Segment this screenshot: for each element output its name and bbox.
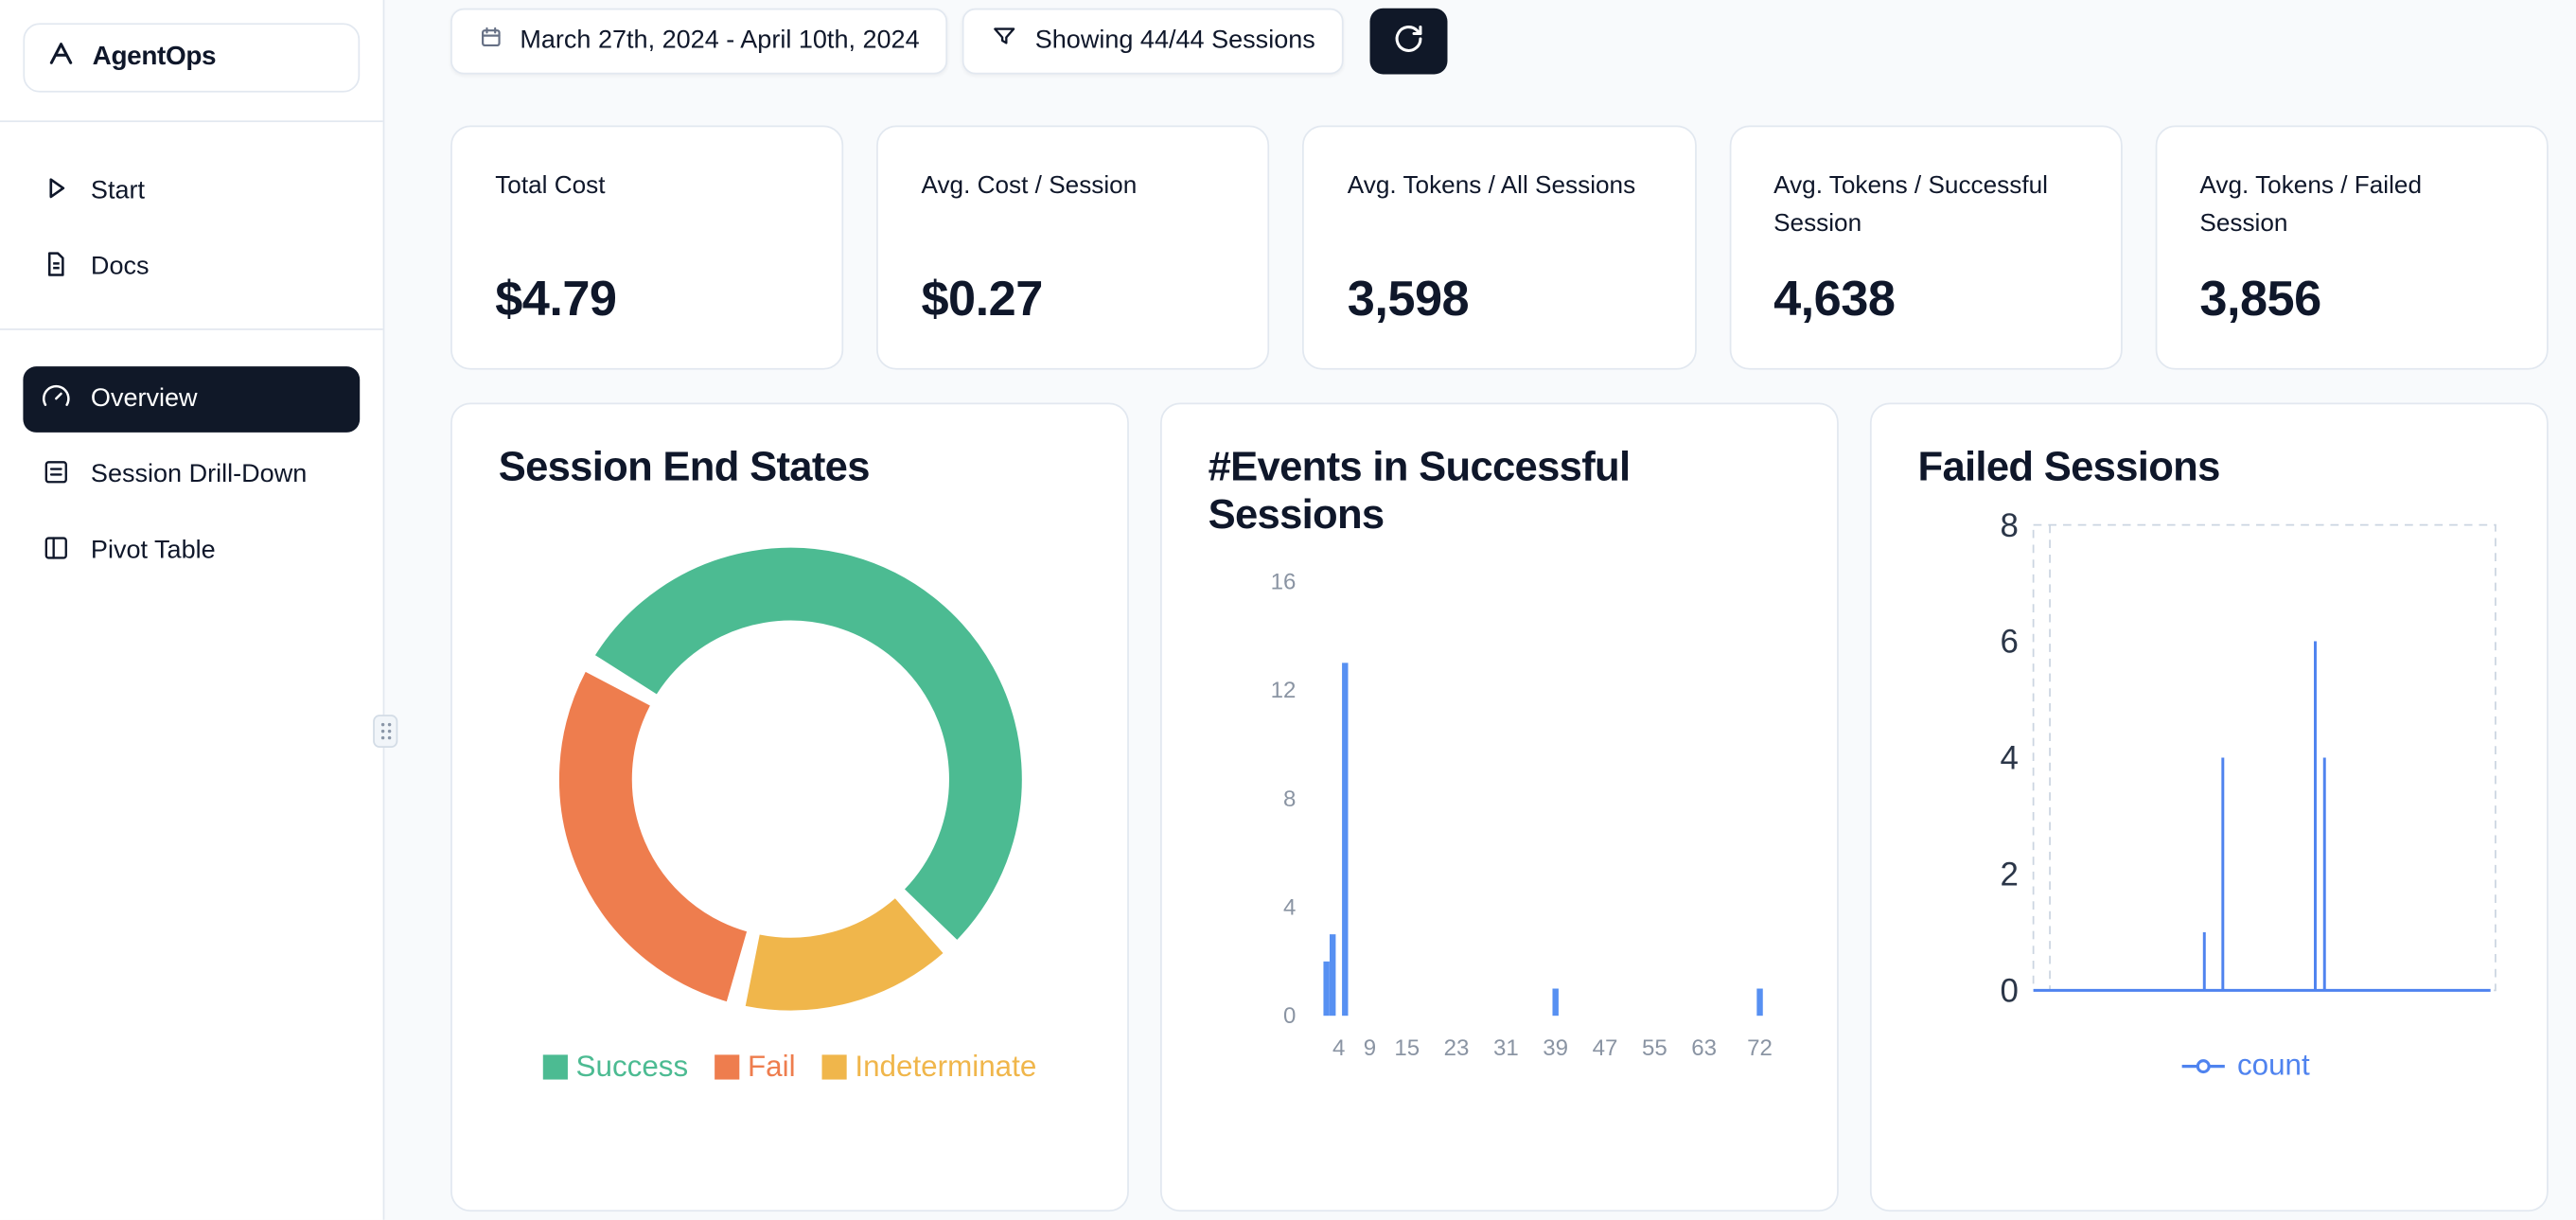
sidebar: AgentOps Start Docs Overview — [0, 0, 385, 1220]
stat-card-total-cost: Total Cost $4.79 — [450, 125, 844, 370]
stat-card-avg-cost-session: Avg. Cost / Session $0.27 — [876, 125, 1270, 370]
svg-text:12: 12 — [1271, 678, 1297, 703]
donut-legend-item[interactable]: Success — [542, 1049, 689, 1084]
sidebar-item-label: Pivot Table — [90, 536, 216, 565]
svg-text:47: 47 — [1593, 1035, 1618, 1061]
stat-label: Avg. Tokens / Failed Session — [2199, 171, 2423, 238]
agentops-logo-icon — [44, 37, 78, 79]
chart-title: #Events in Successful Sessions — [1208, 444, 1631, 538]
donut-legend-item[interactable]: Indeterminate — [821, 1049, 1036, 1084]
stat-label: Avg. Cost / Session — [921, 171, 1138, 201]
line-legend-label: count — [2236, 1047, 2310, 1081]
stat-card-avg-tokens-all: Avg. Tokens / All Sessions 3,598 — [1302, 125, 1697, 370]
session-end-states-card: Session End States Success Fail Indetermin… — [450, 402, 1129, 1212]
svg-text:2: 2 — [2001, 856, 2019, 893]
svg-text:8: 8 — [1283, 787, 1296, 812]
donut-chart — [499, 531, 1082, 1026]
svg-text:72: 72 — [1747, 1035, 1773, 1061]
chart-title: Session End States — [498, 444, 871, 490]
main-content: March 27th, 2024 - April 10th, 2024 Show… — [384, 0, 2576, 1220]
date-range-label: March 27th, 2024 - April 10th, 2024 — [520, 26, 920, 55]
sidebar-divider — [0, 328, 383, 330]
svg-text:4: 4 — [1332, 1035, 1345, 1061]
session-filter-label: Showing 44/44 Sessions — [1034, 26, 1315, 55]
donut-legend: Success Fail Indeterminate — [499, 1049, 1082, 1084]
sidebar-nav: Start Docs Overview Session Drill-Down — [0, 158, 383, 585]
sidebar-item-label: Start — [90, 176, 146, 205]
play-icon — [42, 172, 71, 210]
stat-card-avg-tokens-successful: Avg. Tokens / Successful Session 4,638 — [1729, 125, 2123, 370]
topbar: March 27th, 2024 - April 10th, 2024 Show… — [450, 8, 2549, 75]
stat-value: 3,856 — [2199, 272, 2321, 327]
sidebar-item-label: Docs — [90, 252, 150, 281]
brand-card[interactable]: AgentOps — [23, 23, 361, 93]
svg-text:55: 55 — [1642, 1035, 1667, 1061]
refresh-icon — [1393, 23, 1424, 59]
sidebar-item-pivot-table[interactable]: Pivot Table — [23, 519, 360, 585]
stat-value: $0.27 — [921, 272, 1043, 327]
legend-swatch — [715, 1053, 740, 1079]
svg-text:15: 15 — [1394, 1035, 1420, 1061]
legend-label: Fail — [747, 1049, 796, 1083]
stat-label: Avg. Tokens / All Sessions — [1347, 171, 1636, 201]
donut-legend-item[interactable]: Fail — [715, 1049, 796, 1084]
stat-value: 3,598 — [1347, 272, 1470, 327]
stat-value: $4.79 — [495, 272, 617, 327]
document-icon — [42, 248, 71, 286]
chart-title: Failed Sessions — [1917, 444, 2221, 490]
count-series-marker-icon — [2182, 1048, 2226, 1083]
svg-text:0: 0 — [1283, 1003, 1296, 1029]
line-chart-svg: 0 2 4 6 8 — [2001, 506, 2497, 1009]
brand-name: AgentOps — [92, 43, 217, 71]
calendar-icon — [479, 25, 503, 58]
svg-text:16: 16 — [1271, 569, 1297, 594]
failed-sessions-card: Failed Sessions 0 2 4 6 8 count — [1869, 402, 2549, 1212]
session-filter-button[interactable]: Showing 44/44 Sessions — [962, 8, 1344, 75]
svg-text:4: 4 — [1283, 894, 1296, 920]
stats-row: Total Cost $4.79 Avg. Cost / Session $0.… — [450, 125, 2549, 370]
legend-swatch — [821, 1053, 847, 1079]
refresh-button[interactable] — [1369, 8, 1448, 75]
sidebar-item-session-drill-down[interactable]: Session Drill-Down — [23, 442, 360, 508]
sidebar-divider — [0, 120, 383, 123]
svg-text:39: 39 — [1543, 1035, 1568, 1061]
donut-svg — [558, 546, 1021, 1010]
legend-swatch — [542, 1053, 568, 1079]
charts-row: Session End States Success Fail Indetermin… — [450, 402, 2549, 1212]
svg-text:0: 0 — [2001, 972, 2019, 1009]
line-chart: 0 2 4 6 8 count — [1974, 504, 2519, 1082]
svg-text:6: 6 — [2001, 623, 2019, 660]
sidebar-item-overview[interactable]: Overview — [23, 366, 361, 433]
stat-value: 4,638 — [1773, 272, 1896, 327]
gauge-icon — [42, 380, 71, 418]
sidebar-item-label: Session Drill-Down — [90, 460, 308, 489]
sidebar-item-label: Overview — [90, 384, 198, 413]
date-range-button[interactable]: March 27th, 2024 - April 10th, 2024 — [450, 8, 948, 75]
events-histogram-card: #Events in Successful Sessions 0 4 8 12 16 4 9… — [1160, 402, 1839, 1212]
panel-list-icon — [42, 456, 71, 494]
svg-text:9: 9 — [1364, 1035, 1376, 1061]
stat-label: Avg. Tokens / Successful Session — [1773, 171, 2048, 238]
table-columns-icon — [42, 532, 71, 570]
sidebar-resize-handle[interactable] — [373, 715, 398, 749]
svg-text:63: 63 — [1691, 1035, 1717, 1061]
svg-text:23: 23 — [1444, 1035, 1470, 1061]
line-chart-legend[interactable]: count — [1974, 1048, 2519, 1083]
stat-card-avg-tokens-failed: Avg. Tokens / Failed Session 3,856 — [2155, 125, 2549, 370]
svg-text:8: 8 — [2001, 506, 2019, 543]
sidebar-item-start[interactable]: Start — [23, 158, 360, 224]
bar-chart: 0 4 8 12 16 4 9 15 23 31 39 47 55 63 72 — [1238, 548, 1791, 1087]
svg-text:4: 4 — [2001, 739, 2019, 776]
grip-dots-icon — [379, 722, 391, 740]
legend-label: Indeterminate — [855, 1049, 1037, 1083]
sidebar-item-docs[interactable]: Docs — [23, 235, 360, 301]
svg-text:31: 31 — [1493, 1035, 1519, 1061]
filter-icon — [991, 23, 1019, 59]
stat-label: Total Cost — [495, 171, 606, 201]
legend-label: Success — [575, 1049, 689, 1083]
